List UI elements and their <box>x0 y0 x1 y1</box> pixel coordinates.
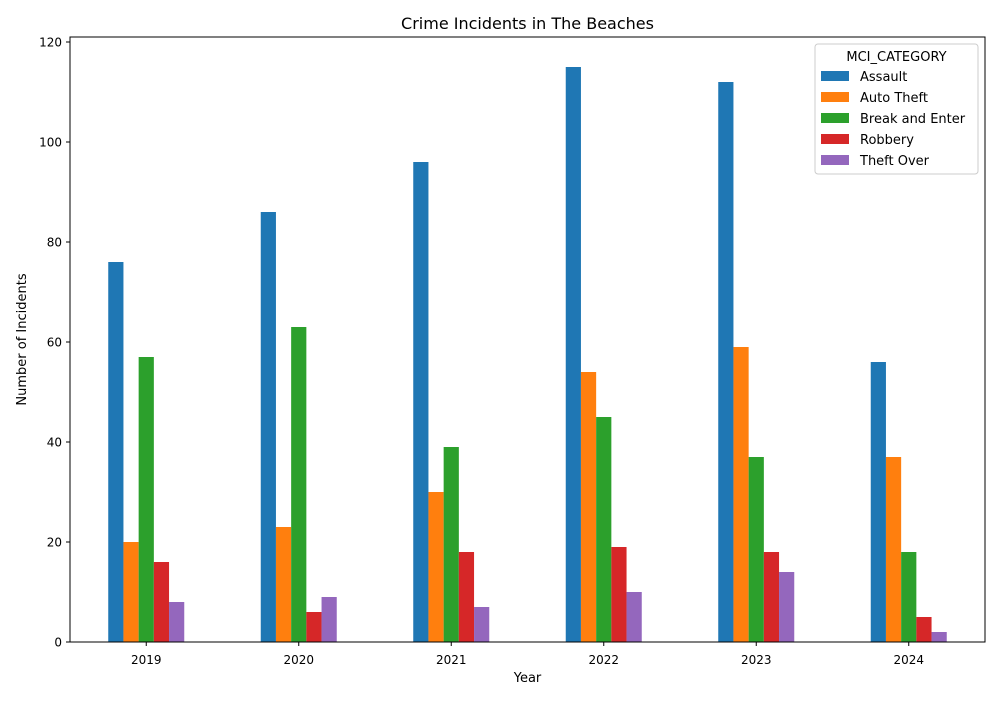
bar-assault-2023 <box>718 82 734 642</box>
y-tick-label: 100 <box>39 136 62 150</box>
bar-robbery-2024 <box>916 617 932 642</box>
legend-entries: Assault Auto Theft Break and Enter Robbery T… <box>821 70 966 169</box>
bars-group <box>108 67 947 642</box>
bar-break-and-enter-2019 <box>138 357 154 642</box>
bar-break-and-enter-2022 <box>596 417 612 642</box>
bar-assault-2020 <box>260 212 276 642</box>
bar-assault-2021 <box>413 162 429 642</box>
bar-auto-theft-2024 <box>885 457 902 642</box>
y-tick-label: 40 <box>47 436 62 450</box>
y-axis: 0 20 40 60 80 100 120 <box>39 36 70 650</box>
legend-box <box>814 43 979 175</box>
x-tick-label: 2021 <box>436 653 467 667</box>
bar-theft-over-2021 <box>474 607 490 642</box>
legend-swatch <box>821 92 849 102</box>
bar-theft-over-2023 <box>779 572 795 642</box>
bar-break-and-enter-2020 <box>291 327 307 642</box>
bar-assault-2019 <box>108 262 124 642</box>
legend-swatch <box>821 71 849 81</box>
y-axis-label: Number of Incidents <box>15 273 30 405</box>
bar-robbery-2023 <box>763 552 780 642</box>
y-tick-label: 20 <box>47 536 62 550</box>
x-axis: 2019 2020 2021 2022 2023 2024 <box>131 642 924 667</box>
chart-title: Crime Incidents in The Beaches <box>401 14 654 33</box>
x-tick-label: 2019 <box>131 653 162 667</box>
bar-robbery-2021 <box>458 552 475 642</box>
bar-assault-2024 <box>870 362 886 642</box>
y-tick-label: 80 <box>47 236 62 250</box>
y-tick-label: 60 <box>47 336 62 350</box>
bar-break-and-enter-2023 <box>748 457 764 642</box>
x-tick-label: 2022 <box>588 653 619 667</box>
bar-auto-theft-2020 <box>275 527 292 642</box>
y-tick-label: 0 <box>54 636 62 650</box>
bar-theft-over-2019 <box>169 602 185 642</box>
legend-label: Robbery <box>860 133 914 148</box>
x-tick-label: 2023 <box>741 653 772 667</box>
legend-label: Auto Theft <box>860 91 928 106</box>
bar-theft-over-2024 <box>931 632 947 642</box>
legend-swatch <box>821 113 849 123</box>
bar-auto-theft-2022 <box>580 372 597 642</box>
legend-label: Theft Over <box>859 154 930 169</box>
bar-break-and-enter-2024 <box>901 552 917 642</box>
bar-robbery-2019 <box>153 562 170 642</box>
bar-break-and-enter-2021 <box>443 447 459 642</box>
bar-robbery-2020 <box>306 612 322 642</box>
legend-title: MCI_CATEGORY <box>846 50 946 65</box>
x-tick-label: 2020 <box>283 653 314 667</box>
plot-frame <box>69 36 986 643</box>
bar-auto-theft-2023 <box>733 347 749 642</box>
legend: MCI_CATEGORY Assault Auto Theft Break and … <box>814 43 979 175</box>
bar-assault-2022 <box>565 67 581 642</box>
x-axis-label: Year <box>513 671 542 686</box>
legend-label: Assault <box>860 70 907 85</box>
bar-robbery-2022 <box>611 547 627 642</box>
bar-auto-theft-2021 <box>428 492 444 642</box>
legend-swatch <box>821 155 849 165</box>
legend-swatch <box>821 134 849 144</box>
bar-auto-theft-2019 <box>123 542 139 642</box>
x-tick-label: 2024 <box>893 653 924 667</box>
legend-label: Break and Enter <box>860 112 966 127</box>
bar-theft-over-2020 <box>321 597 337 642</box>
y-tick-label: 120 <box>39 36 62 50</box>
bar-theft-over-2022 <box>626 592 642 642</box>
